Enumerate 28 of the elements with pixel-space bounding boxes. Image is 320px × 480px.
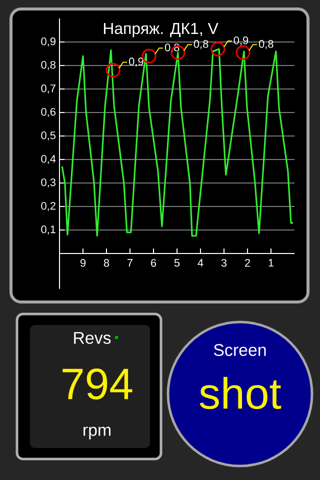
y-tick-label: 0,6: [41, 108, 56, 118]
y-tick-label: 0,7: [41, 84, 56, 94]
y-tick-label: 0,9: [41, 37, 56, 47]
y-tick-label: 0,4: [41, 154, 56, 164]
text: Revs: [74, 332, 111, 344]
x-tick-label: 9: [80, 259, 86, 267]
text: 794: [62, 368, 132, 400]
text: Screen: [214, 344, 266, 356]
x-tick-label: 6: [151, 259, 156, 267]
x-tick-label: 8: [104, 259, 110, 267]
x-tick-label: 4: [198, 259, 204, 267]
x-tick-label: 1: [268, 259, 274, 267]
text: rpm: [84, 426, 110, 440]
y-tick-label: 0,3: [41, 178, 56, 188]
annotation: 0,9: [129, 58, 144, 67]
y-tick-label: 0,8: [41, 60, 56, 70]
x-tick-label: 7: [128, 259, 132, 267]
annotation: 0,8: [194, 40, 208, 50]
annotation: 0,8: [258, 40, 274, 50]
annotation: 0,9: [234, 36, 248, 46]
x-tick-label: 5: [174, 259, 180, 267]
y-tick-label: 0,2: [41, 202, 56, 212]
y-tick-label: 0,5: [41, 131, 56, 141]
x-tick-label: 2: [245, 259, 250, 267]
chart-title: Напряж. ДК1, V: [104, 22, 218, 38]
text: shot: [200, 376, 282, 410]
y-tick-label: 0,1: [41, 225, 56, 235]
x-tick-label: 3: [221, 259, 227, 267]
